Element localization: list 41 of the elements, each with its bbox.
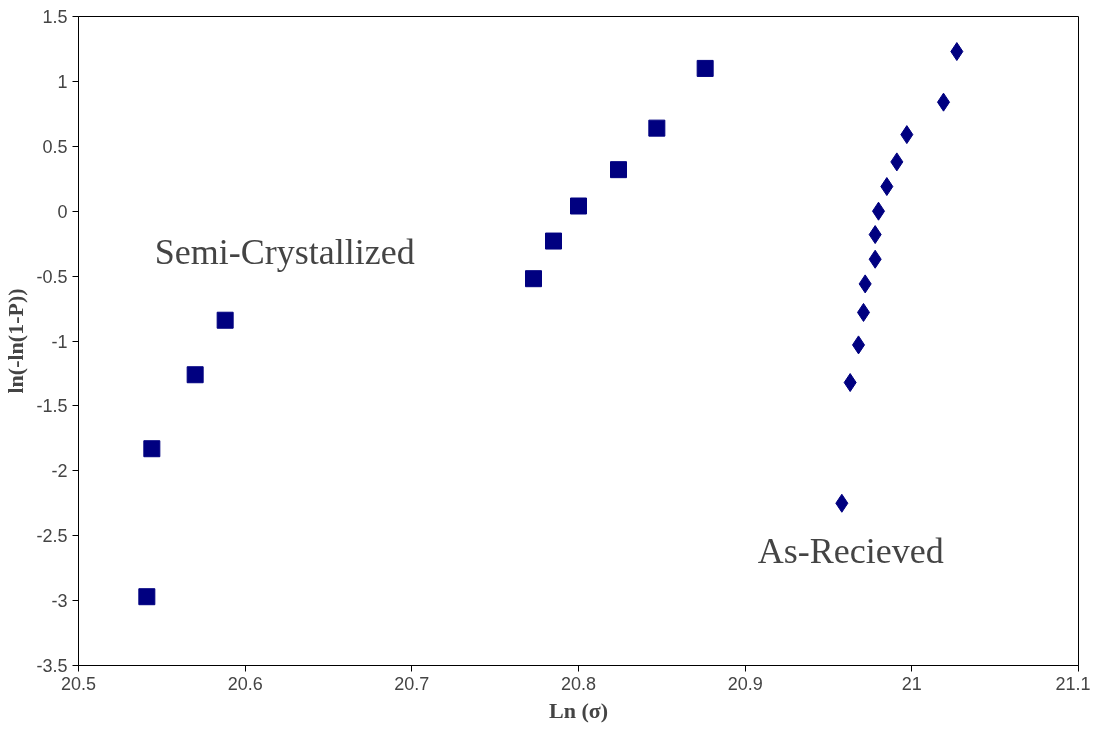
point <box>868 225 882 245</box>
y-tick-label: -3 <box>51 591 68 612</box>
point <box>610 161 627 179</box>
y-tick-label: 1.5 <box>42 7 68 27</box>
y-tick-label: -1.5 <box>36 396 68 417</box>
point <box>143 440 161 458</box>
x-tick-label: 20.7 <box>394 673 430 694</box>
point <box>570 197 587 215</box>
x-tick-label: 20.8 <box>560 673 597 694</box>
point <box>950 42 964 62</box>
point <box>835 493 849 513</box>
series-label: As-Recieved <box>757 531 944 572</box>
y-tick-label: 0.5 <box>42 136 68 157</box>
point <box>648 119 666 137</box>
y-tick-label: -0.5 <box>36 266 68 287</box>
x-tick-label: 21.1 <box>1055 673 1091 694</box>
point <box>186 366 204 384</box>
text: Semi-Crystallized <box>154 231 415 272</box>
x-tick-label: 20.9 <box>727 673 763 694</box>
point <box>138 588 156 606</box>
point <box>890 152 904 172</box>
y-tick-label: -2.5 <box>36 526 68 547</box>
y-tick-label: -1 <box>51 331 68 352</box>
y-tick-label: -2 <box>51 461 68 482</box>
point <box>900 125 914 145</box>
point <box>696 59 714 77</box>
point <box>868 249 882 269</box>
x-tick-label: 20.6 <box>227 673 263 694</box>
y-tick-label: -3.5 <box>36 656 68 676</box>
y-tick-label: 1 <box>57 71 68 92</box>
point <box>880 177 894 197</box>
y-axis-title: ln(-ln(1-P)) <box>3 288 29 394</box>
x-tick-label: 20.5 <box>60 673 97 694</box>
point <box>843 373 857 393</box>
point <box>545 232 562 250</box>
point <box>216 311 234 329</box>
x-tick-label: 21 <box>901 673 922 694</box>
point <box>525 270 542 288</box>
point <box>858 274 872 294</box>
y-tick-label: 0 <box>57 201 68 222</box>
x-axis-title: Ln (σ) <box>548 697 609 723</box>
